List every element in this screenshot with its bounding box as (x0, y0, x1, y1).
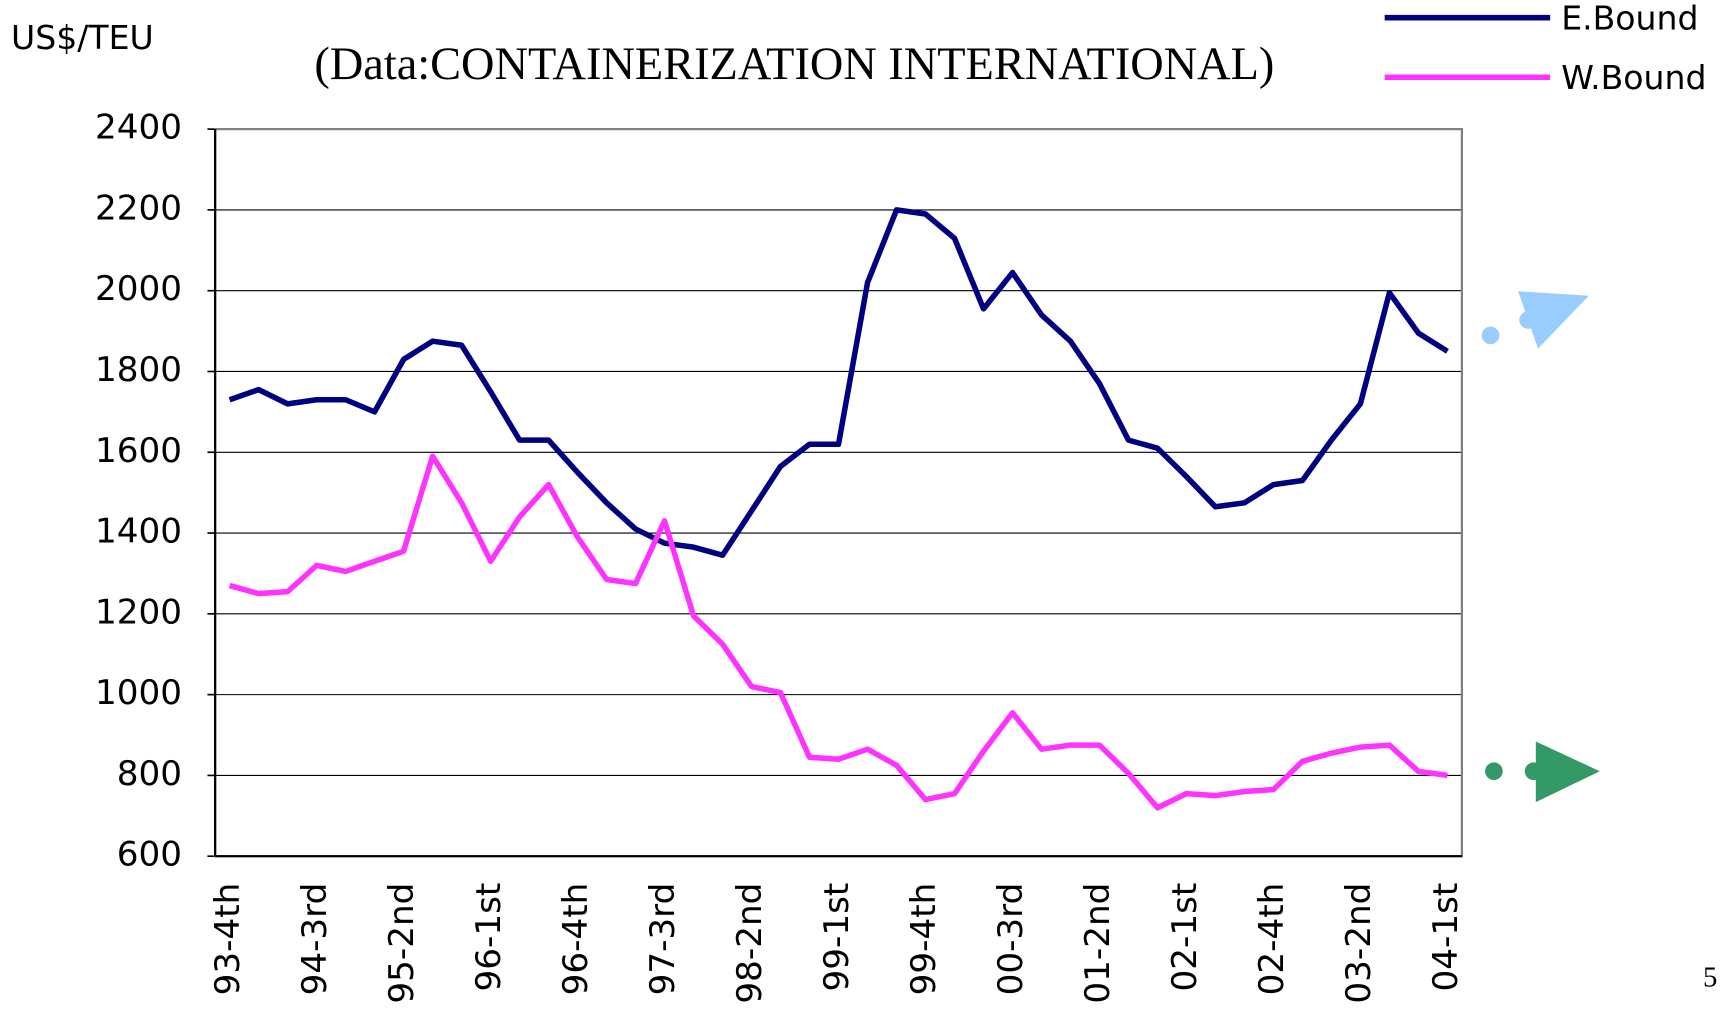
x-tick-label: 96-4th (556, 883, 596, 996)
x-tick-label: 00-3rd (991, 883, 1031, 996)
x-tick-label: 02-1st (1165, 883, 1205, 992)
x-tick-label: 97-3rd (643, 883, 683, 996)
y-tick-label: 1000 (95, 673, 182, 713)
series-line (228, 207, 1449, 558)
x-tick-label: 95-2nd (382, 883, 422, 1004)
y-tick-label: 2200 (95, 188, 182, 228)
x-tick-label: 94-3rd (295, 883, 335, 996)
x-tick-label: 03-2nd (1339, 883, 1379, 1004)
x-tick-label: 02-4th (1252, 883, 1292, 996)
x-tick-label: 99-4th (904, 883, 944, 996)
x-tick-label: 96-1st (469, 883, 509, 992)
forecast-decoration (1443, 291, 1600, 803)
page-number: 5 (1703, 961, 1717, 993)
y-tick-label: 600 (117, 835, 182, 875)
x-tick-label: 01-2nd (1078, 883, 1118, 1004)
x-tick-label: 04-1st (1426, 883, 1466, 992)
x-tick-label: 93-4th (208, 883, 248, 996)
y-tick-label: 1200 (95, 592, 182, 632)
y-axis-label: US$/TEU (11, 18, 154, 57)
y-tick-label: 2400 (95, 108, 182, 148)
legend-label: E.Bound (1561, 0, 1698, 37)
x-tick-label: 98-2nd (730, 883, 770, 1004)
y-tick-label: 1800 (95, 350, 182, 390)
y-tick-label: 1400 (95, 512, 182, 552)
y-tick-label: 2000 (95, 269, 182, 309)
legend-label: W.Bound (1561, 58, 1706, 97)
plot-area (215, 129, 1462, 857)
y-tick-label: 1600 (95, 431, 182, 471)
series-line (228, 453, 1448, 811)
y-tick-label: 800 (117, 754, 182, 794)
x-tick-label: 99-1st (817, 883, 857, 992)
subtitle: (Data:CONTAINERIZATION INTERNATIONAL) (314, 39, 1274, 90)
